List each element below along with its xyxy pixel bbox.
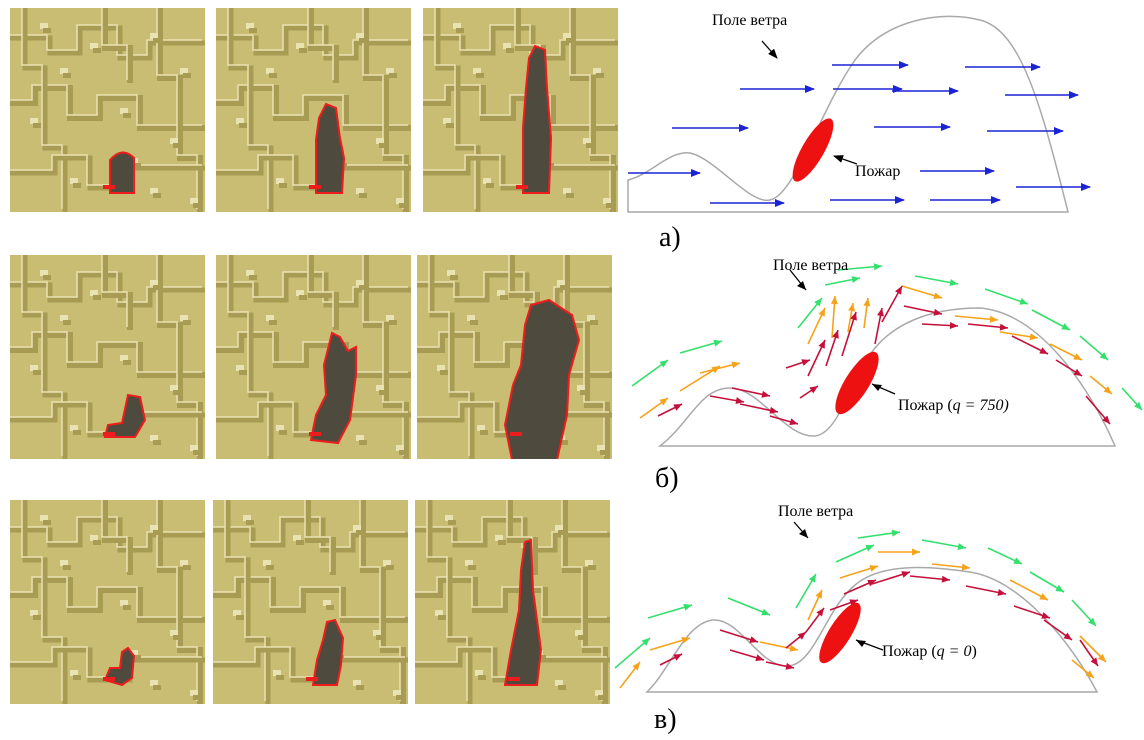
wind-field-label: Поле ветра [773, 257, 848, 274]
terrain-profile [657, 307, 1117, 447]
burnt-area [522, 44, 553, 194]
panel-label-v: в) [654, 704, 677, 735]
burnt-area [103, 393, 147, 438]
ignition-point [508, 677, 520, 681]
ignition-point [306, 677, 318, 681]
burnt-area [315, 102, 346, 194]
frame-a-1 [10, 8, 205, 212]
ignition-point [309, 185, 321, 189]
fire-label: Пожар (q = 750) [898, 397, 1009, 414]
wind-diagram-a: Поле ветра Пожар [620, 0, 1140, 222]
ignition-point [103, 677, 115, 681]
wind-arrows [628, 61, 1091, 207]
terrain-frame [10, 500, 205, 704]
ignition-point [103, 432, 115, 436]
ignition-point [309, 432, 321, 436]
frame-b-2 [216, 255, 411, 459]
terrain-frame [417, 255, 612, 459]
burnt-area [311, 618, 345, 686]
wind-diagram-b: Поле ветра Пожар (q = 750) [620, 248, 1144, 458]
panel-label-a: а) [659, 222, 681, 253]
terrain-frame [213, 500, 408, 704]
wind-field-label: Поле ветра [712, 12, 787, 29]
frame-v-1 [10, 500, 205, 704]
frame-v-2 [213, 500, 408, 704]
wind-field-label: Поле ветра [778, 503, 853, 520]
frame-b-3 [417, 255, 612, 459]
fire-label: Пожар (q = 0) [882, 643, 977, 660]
frame-a-3 [423, 8, 618, 212]
frame-a-2 [216, 8, 411, 212]
terrain-profile [627, 15, 1069, 213]
burnt-area [503, 538, 543, 686]
terrain-frame [10, 8, 205, 212]
wind-diagram-v: Поле ветра Пожар (q = 0) [610, 490, 1144, 700]
frame-b-1 [10, 255, 205, 459]
frame-v-3 [415, 500, 610, 704]
fire-ellipse [819, 602, 861, 664]
ignition-point [510, 432, 522, 436]
fire-ellipse [835, 351, 879, 415]
vector-field-v: Поле ветра Пожар (q = 0) [614, 503, 1107, 693]
panel-label-b: б) [655, 463, 679, 494]
terrain-frame [216, 8, 411, 212]
burnt-area [309, 331, 357, 445]
fire-label: Пожар [855, 163, 900, 180]
terrain-frame [423, 8, 618, 212]
burnt-area [109, 151, 135, 194]
terrain-profile [645, 566, 1099, 693]
terrain-frame [10, 255, 205, 459]
vector-field-b: Поле ветра Пожар (q = 750) [631, 257, 1143, 447]
burnt-area [503, 298, 581, 459]
fire-ellipse [792, 118, 834, 182]
ignition-point [103, 185, 115, 189]
ignition-point [516, 185, 528, 189]
terrain-frame [216, 255, 411, 459]
terrain-frame [415, 500, 610, 704]
burnt-area [103, 646, 136, 687]
